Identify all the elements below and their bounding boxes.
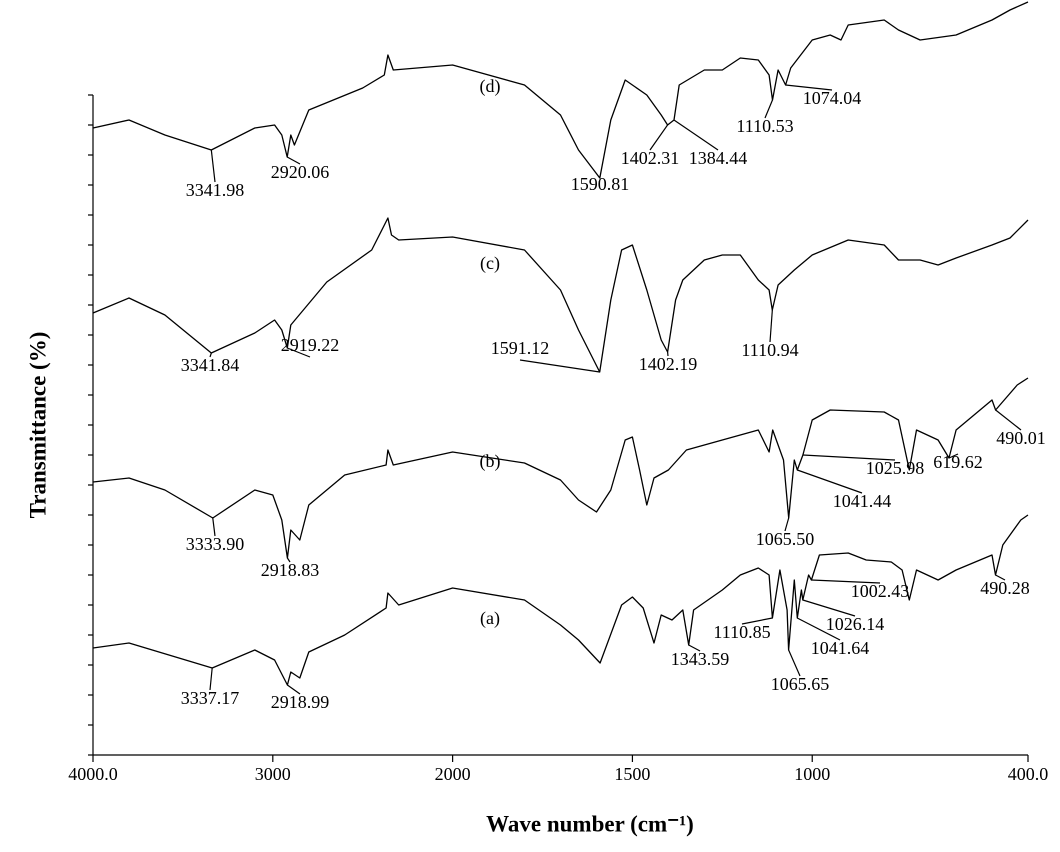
series-label: (c) — [480, 253, 500, 274]
peak-leader — [770, 310, 772, 342]
series-label: (a) — [480, 608, 500, 629]
peak-label: 1065.50 — [756, 529, 815, 549]
peak-leader — [674, 120, 718, 150]
peak-label: 1402.19 — [639, 354, 698, 374]
x-tick-label: 2000 — [435, 764, 471, 784]
peak-label: 1402.31 — [621, 148, 680, 168]
series-label: (d) — [480, 76, 501, 97]
peak-leader — [650, 125, 668, 150]
spectrum-line — [93, 218, 1028, 372]
peak-label: 1590.81 — [571, 174, 630, 194]
peak-leader — [520, 360, 600, 372]
peak-label: 3341.84 — [181, 355, 240, 375]
peak-label: 1026.14 — [826, 614, 885, 634]
peak-label: 1110.85 — [713, 622, 770, 642]
peak-leader — [789, 650, 800, 676]
y-axis-title: Transmittance (%) — [25, 332, 50, 519]
peak-leader — [210, 668, 212, 690]
peak-label: 1110.53 — [736, 116, 793, 136]
peak-label: 1074.04 — [803, 88, 862, 108]
peak-label: 490.01 — [996, 428, 1046, 448]
peak-label: 1110.94 — [741, 340, 798, 360]
x-tick-label: 1000 — [794, 764, 830, 784]
peak-label: 1343.59 — [671, 649, 730, 669]
peak-label: 2920.06 — [271, 162, 330, 182]
peak-label: 2918.99 — [271, 692, 330, 712]
peak-label: 1384.44 — [689, 148, 748, 168]
peak-label: 619.62 — [933, 452, 983, 472]
peak-label: 2918.83 — [261, 560, 320, 580]
peak-label: 2919.22 — [281, 335, 340, 355]
peak-label: 1025.98 — [866, 458, 925, 478]
peak-label: 1065.65 — [771, 674, 830, 694]
x-axis-title: Wave number (cm⁻¹) — [486, 811, 694, 836]
peak-leader — [996, 410, 1021, 430]
spectrum-line — [93, 2, 1028, 178]
x-tick-label: 3000 — [255, 764, 291, 784]
peak-leader — [211, 150, 215, 182]
x-tick-label: 4000.0 — [68, 764, 118, 784]
peak-label: 1041.64 — [811, 638, 870, 658]
peak-label: 3341.98 — [186, 180, 245, 200]
x-tick-label: 400.0 — [1008, 764, 1049, 784]
peak-label: 1591.12 — [491, 338, 550, 358]
peak-label: 1002.43 — [851, 581, 910, 601]
peak-leader — [797, 470, 862, 493]
x-tick-label: 1500 — [614, 764, 650, 784]
peak-label: 490.28 — [980, 578, 1030, 598]
peak-label: 1041.44 — [833, 491, 892, 511]
peak-label: 3337.17 — [181, 688, 240, 708]
series-label: (b) — [480, 451, 501, 472]
peak-label: 3333.90 — [186, 534, 245, 554]
